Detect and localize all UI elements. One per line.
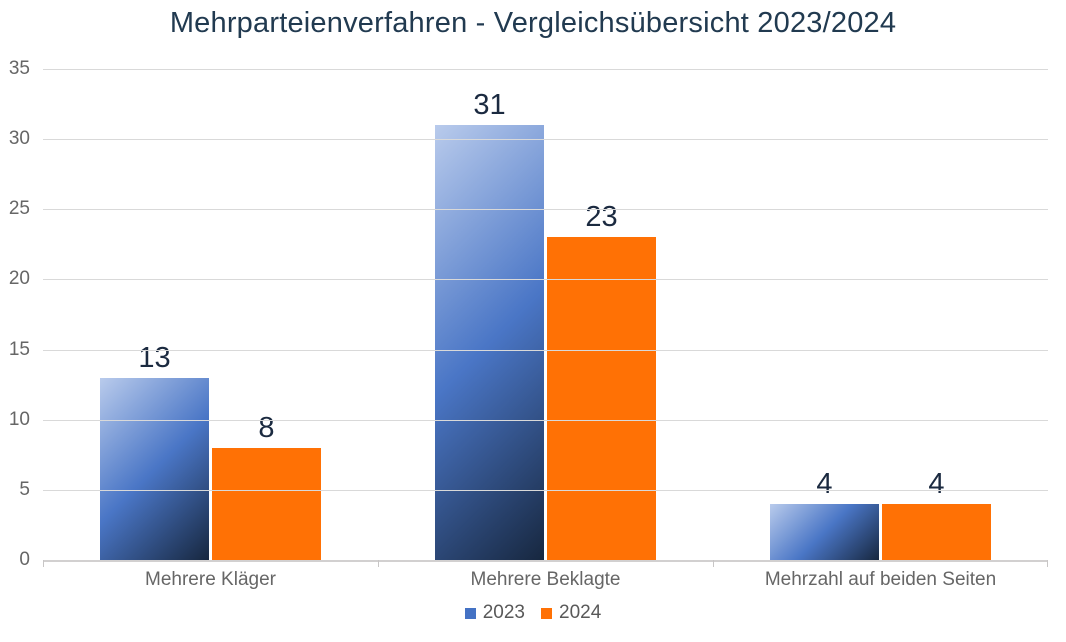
- gridline: [43, 69, 1048, 70]
- data-label-2024-mehrzahl-auf-beiden-seiten: 4: [928, 467, 945, 500]
- bar-2024-mehrere-beklagte: 23: [547, 201, 656, 560]
- gridline: [43, 419, 1048, 421]
- bar-2023-mehrere-klaeger: 13: [100, 342, 209, 560]
- x-axis-tick: [713, 560, 714, 567]
- gridline: [43, 489, 1048, 491]
- legend: 2023 2024: [0, 602, 1066, 624]
- y-axis-tick-label: 20: [8, 268, 30, 290]
- legend-item-2023: 2023: [464, 602, 525, 624]
- y-axis-tick-label: 35: [8, 58, 30, 79]
- data-label-2023-mehrzahl-auf-beiden-seiten: 4: [816, 467, 833, 500]
- y-axis-tick-label: 5: [19, 478, 30, 500]
- category-label-mehrere-beklagte: Mehrere Beklagte: [470, 569, 621, 590]
- legend-item-2024: 2024: [541, 602, 601, 624]
- x-axis-tick: [43, 560, 44, 567]
- data-label-2024-mehrere-klaeger: 8: [258, 411, 275, 444]
- bar-2024-mehrzahl-auf-beiden-seiten: 4: [882, 468, 991, 560]
- bar-group-mehrzahl-auf-beiden-seiten: 4 4: [713, 69, 1048, 560]
- bar-group-mehrere-beklagte: 31 23: [378, 69, 713, 560]
- chart-title: Mehrparteienverfahren - Vergleichsübersi…: [169, 7, 897, 39]
- plot-area: 13 8 31 23 4 4 Mehrere Kläger: [9, 58, 1048, 590]
- x-axis-tick: [1047, 560, 1048, 567]
- y-axis-tick-label: 30: [8, 128, 30, 150]
- y-axis-tick-label: 0: [19, 549, 30, 570]
- data-label-2023-mehrere-klaeger: 13: [138, 341, 171, 374]
- bar-2023-mehrere-beklagte: 31: [435, 89, 544, 560]
- x-axis-tick: [378, 560, 379, 567]
- legend-label-2024: 2024: [559, 602, 602, 623]
- gridline: [43, 349, 1048, 351]
- y-axis-tick-label: 15: [8, 338, 30, 360]
- legend-label-2023: 2023: [482, 602, 525, 623]
- data-label-2023-mehrere-beklagte: 31: [473, 89, 506, 122]
- y-axis-tick-label: 10: [8, 408, 30, 430]
- gridline: [43, 279, 1048, 281]
- gridline: [43, 139, 1048, 141]
- category-label-mehrere-klaeger: Mehrere Kläger: [145, 569, 276, 590]
- bar-2023-mehrzahl-auf-beiden-seiten: 4: [770, 468, 879, 560]
- gridline: [43, 209, 1048, 211]
- legend-swatch-2024-icon: [541, 607, 552, 619]
- category-label-mehrzahl-auf-beiden-seiten: Mehrzahl auf beiden Seiten: [764, 569, 997, 590]
- y-axis-tick-label: 25: [8, 198, 30, 220]
- legend-swatch-2023-icon: [464, 607, 476, 619]
- bar-group-mehrere-klaeger: 13 8: [43, 69, 378, 560]
- data-label-2024-mehrere-beklagte: 23: [585, 201, 618, 234]
- bar-2024-mehrere-klaeger: 8: [212, 412, 321, 560]
